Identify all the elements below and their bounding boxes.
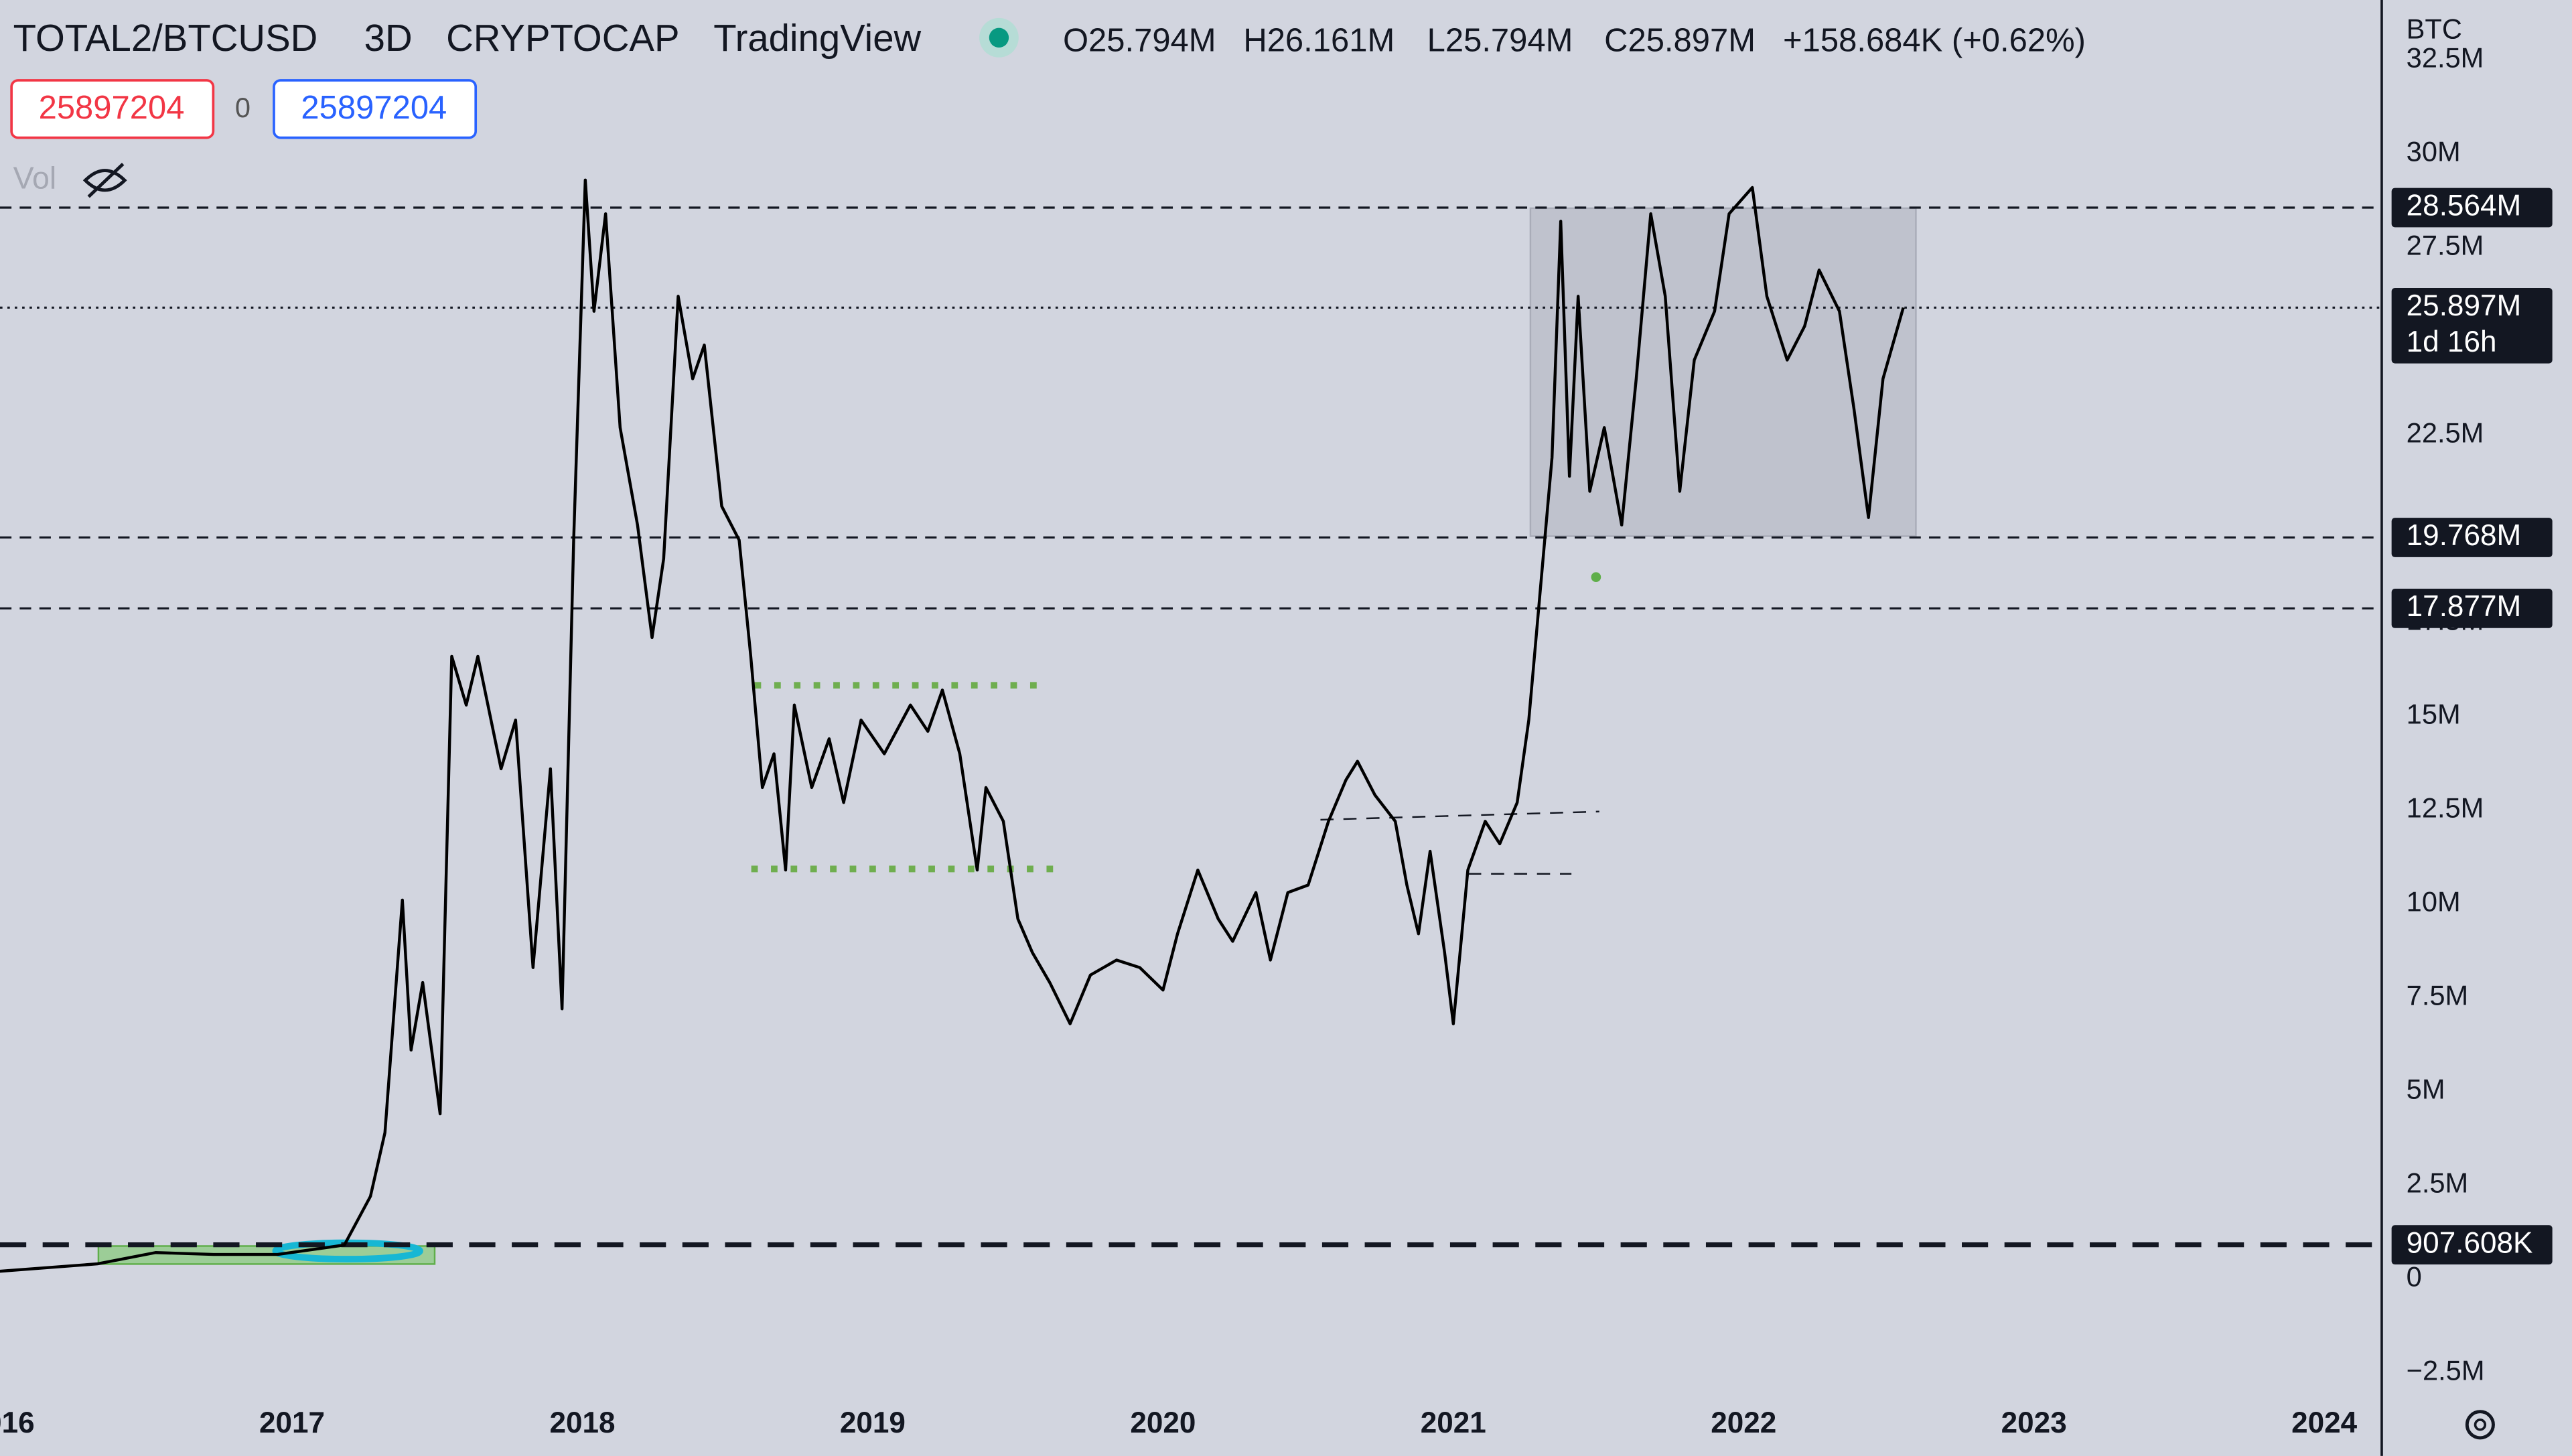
exchange: CRYPTOCAP xyxy=(446,17,679,59)
level-label: 907.608K xyxy=(2407,1226,2533,1259)
x-tick-label: 2018 xyxy=(549,1406,615,1439)
eye-slash xyxy=(87,163,125,198)
gear xyxy=(2465,1410,2495,1440)
interval: 3D xyxy=(364,17,413,59)
x-tick-label: 2017 xyxy=(259,1406,325,1439)
y-tick-label: 32.5M xyxy=(2407,42,2484,74)
x-tick-label: 2021 xyxy=(1421,1406,1486,1439)
countdown: 1d 16h xyxy=(2407,325,2497,358)
ohlc-value: +158.684K (+0.62%) xyxy=(1783,23,2086,59)
x-tick-label: 2023 xyxy=(2001,1406,2067,1439)
x-tick-label: 2024 xyxy=(2291,1406,2358,1439)
y-tick-label: 30M xyxy=(2407,136,2461,167)
sell-box[interactable] xyxy=(10,79,215,139)
hide-icon[interactable] xyxy=(82,163,127,198)
volume-label: Vol xyxy=(13,161,57,196)
ohlc-value: C25.897M xyxy=(1604,23,1756,59)
sell-price[interactable]: 25897204 xyxy=(39,90,185,126)
source: TradingView xyxy=(713,17,921,59)
symbol: TOTAL2/BTCUSD xyxy=(13,17,318,59)
y-tick-label: 10M xyxy=(2407,886,2461,918)
y-axis-unit: BTC xyxy=(2407,13,2462,45)
spread: 0 xyxy=(235,92,251,123)
level-label-box xyxy=(2391,1225,2553,1265)
y-tick-label: 15M xyxy=(2407,699,2461,730)
ohlc-value: L25.794M xyxy=(1427,23,1573,59)
price-line xyxy=(0,178,1905,1273)
level-label: 17.877M xyxy=(2407,590,2522,623)
y-tick-label: 7.5M xyxy=(2407,979,2469,1011)
green-dot xyxy=(1591,572,1601,583)
level-label: 25.897M xyxy=(2407,289,2522,322)
plot-area xyxy=(0,178,2382,1273)
y-tick-label: 2.5M xyxy=(2407,1167,2469,1198)
level-label-box xyxy=(2391,589,2553,628)
level-label: 19.768M xyxy=(2407,519,2522,552)
level-label-box xyxy=(2391,287,2553,364)
x-tick-label: 2020 xyxy=(1130,1406,1196,1439)
y-tick-label: 22.5M xyxy=(2407,417,2484,449)
status-dot xyxy=(989,27,1009,48)
buy-box[interactable] xyxy=(273,79,478,139)
x-tick-label: 2022 xyxy=(1711,1406,1776,1439)
ohlc-value: O25.794M xyxy=(1063,23,1216,59)
gear-center xyxy=(2474,1418,2487,1431)
y-tick-label: −2.5M xyxy=(2407,1354,2485,1386)
level-label-box xyxy=(2391,188,2553,228)
ohlc-value: H26.161M xyxy=(1243,23,1395,59)
drawn-dashed-line xyxy=(1320,810,1599,821)
buy-price[interactable]: 25897204 xyxy=(301,90,447,126)
y-tick-label: 0 xyxy=(2407,1260,2422,1292)
y-tick-label: 12.5M xyxy=(2407,792,2484,824)
level-label-box xyxy=(2391,518,2553,557)
x-tick-label: 2016 xyxy=(0,1406,35,1439)
y-tick-label: 27.5M xyxy=(2407,230,2484,261)
x-tick-label: 2019 xyxy=(840,1406,906,1439)
y-tick-label: 5M xyxy=(2407,1073,2445,1104)
settings-icon[interactable] xyxy=(2465,1410,2495,1440)
level-label: 28.564M xyxy=(2407,190,2522,222)
